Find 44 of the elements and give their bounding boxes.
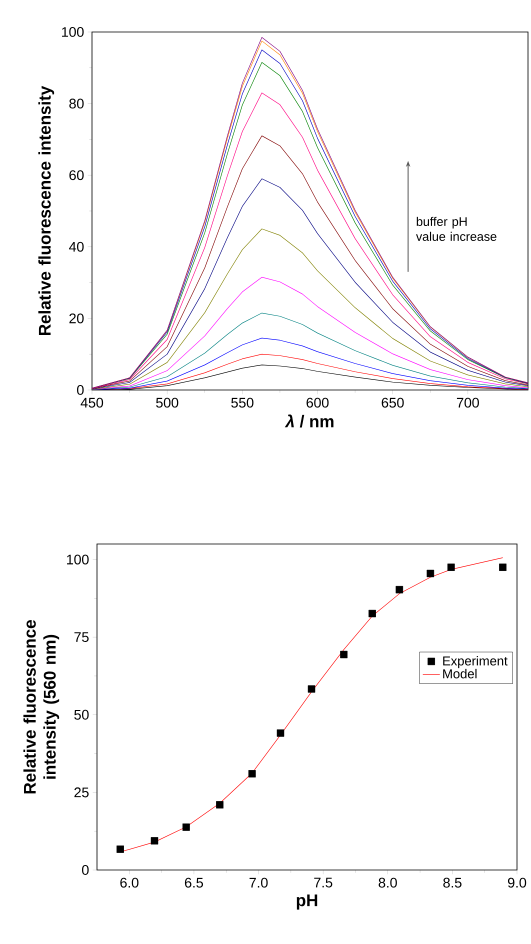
y-tick-label: 40 [69,242,84,252]
x-tick-label: 550 [231,398,254,408]
annotation: buffer pH value increase [416,216,496,241]
x-tick-label: 9.0 [508,878,526,888]
y-tick-label: 50 [74,710,89,720]
y-tick-label: 75 [74,632,89,642]
y-tick-label: 20 [69,313,84,324]
point [116,846,124,853]
point [216,801,224,808]
x-tick-label: 450 [80,398,104,408]
x-tick-label: 7.0 [250,878,268,888]
point [182,823,190,831]
y-tick-label: 100 [62,27,84,37]
x-tick-label: 7.5 [314,878,332,888]
y-axis-title: Relative fluorescence intensity [38,86,54,336]
point [396,586,404,594]
y-tick-label: 0 [82,865,89,875]
point [308,685,316,693]
y-tick-label: 60 [69,170,84,180]
x-axis-title: pH [296,894,318,910]
point [368,610,376,618]
point [426,570,434,578]
x-axis-title: λ / nm [284,414,334,428]
point [150,837,158,844]
x-tick-label: 8.5 [443,878,462,888]
point [248,770,256,778]
legend-label: Model [443,668,477,678]
x-tick-label: 6.0 [120,878,138,888]
y-tick-label: 80 [69,98,84,109]
y-tick-label: 0 [77,385,84,395]
x-tick-label: 700 [456,398,479,408]
y-axis-title: Relative fluorescence intensity (560 nm) [23,620,60,794]
point [340,650,348,658]
x-tick-label: 8.0 [378,878,397,888]
x-tick-label: 650 [382,398,404,408]
x-tick-label: 600 [306,398,329,408]
point [276,729,284,737]
y-tick-label: 100 [67,554,89,564]
x-tick-label: 500 [156,398,178,408]
x-tick-label: 6.5 [184,878,204,888]
point [499,564,506,571]
point [447,564,455,571]
y-tick-label: 25 [74,787,89,798]
legend-label: Experiment [443,656,508,668]
